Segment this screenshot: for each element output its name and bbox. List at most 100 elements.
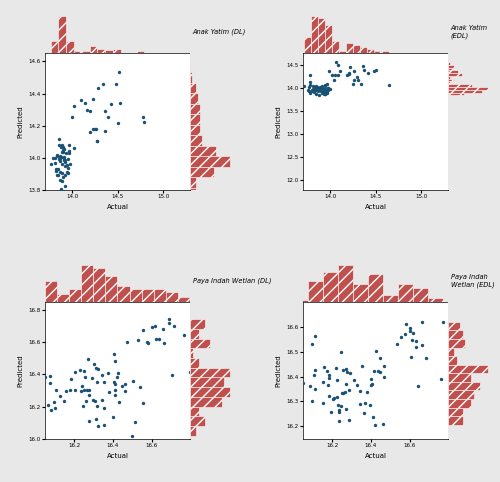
Point [92, 415, 100, 423]
Point [102, 107, 110, 115]
Point [85, 386, 93, 394]
Bar [448, 70, 458, 73]
Point [82, 373, 90, 381]
Point [342, 71, 350, 79]
Point [83, 386, 91, 394]
Point [374, 367, 382, 375]
Point [139, 113, 147, 121]
Point [61, 159, 69, 166]
Point [350, 376, 358, 384]
Point [134, 336, 142, 344]
Bar [448, 373, 471, 382]
Point [78, 382, 86, 390]
Point [51, 404, 59, 412]
Point [94, 137, 102, 145]
Point [158, 325, 166, 333]
Point [358, 362, 366, 370]
Point [354, 77, 362, 84]
Bar [190, 397, 222, 406]
Bar [178, 297, 190, 302]
Point [113, 373, 121, 381]
Point [66, 147, 74, 155]
Bar [368, 274, 383, 302]
Point [93, 378, 101, 386]
Point [62, 157, 70, 164]
Point [58, 160, 66, 168]
Point [352, 381, 360, 389]
Point [342, 405, 350, 413]
Point [321, 90, 329, 98]
Point [322, 367, 330, 375]
Bar [448, 93, 464, 95]
Point [168, 371, 176, 379]
Point [314, 86, 322, 94]
Bar [190, 146, 216, 156]
Point [361, 399, 369, 407]
Point [65, 141, 73, 149]
Bar [130, 289, 141, 302]
Point [56, 155, 64, 163]
Point [130, 377, 138, 385]
Point [320, 87, 328, 94]
Point [100, 421, 108, 428]
Point [367, 375, 375, 383]
Point [311, 386, 319, 393]
Point [78, 387, 86, 395]
Bar [346, 43, 353, 54]
Point [114, 398, 122, 406]
Point [308, 88, 316, 95]
Point [304, 86, 312, 94]
Bar [90, 46, 98, 54]
Bar [448, 73, 462, 76]
Point [379, 420, 387, 428]
Bar [448, 408, 462, 416]
Point [85, 391, 93, 399]
Point [310, 88, 318, 95]
Bar [325, 25, 332, 54]
Bar [190, 177, 196, 188]
Point [64, 164, 72, 172]
Point [64, 148, 72, 156]
Point [89, 95, 97, 103]
Point [64, 155, 72, 162]
Point [330, 76, 338, 84]
Point [324, 85, 332, 93]
Point [353, 73, 361, 81]
Point [406, 324, 413, 332]
X-axis label: Actual: Actual [106, 204, 128, 211]
Bar [383, 295, 398, 302]
Point [61, 162, 69, 170]
Point [408, 336, 416, 344]
Point [324, 86, 332, 94]
Point [54, 141, 62, 149]
Point [180, 331, 188, 338]
Point [356, 388, 364, 395]
Point [409, 330, 417, 337]
Point [60, 398, 68, 405]
Point [100, 378, 108, 386]
Point [312, 87, 320, 94]
Point [60, 153, 68, 161]
Point [412, 343, 420, 351]
Point [376, 354, 384, 362]
Point [320, 86, 328, 94]
Point [334, 61, 342, 69]
Point [324, 84, 332, 92]
Point [336, 406, 344, 414]
Point [314, 83, 322, 91]
Point [314, 87, 322, 95]
Point [308, 87, 316, 94]
Point [407, 353, 415, 361]
Point [315, 85, 323, 93]
Point [308, 340, 316, 348]
Bar [190, 387, 230, 397]
Point [342, 366, 350, 374]
Point [66, 160, 74, 168]
Point [311, 83, 319, 91]
Point [313, 85, 321, 93]
Point [318, 82, 326, 90]
Bar [190, 416, 204, 426]
Point [58, 173, 66, 181]
Bar [81, 265, 94, 302]
Bar [332, 41, 339, 54]
